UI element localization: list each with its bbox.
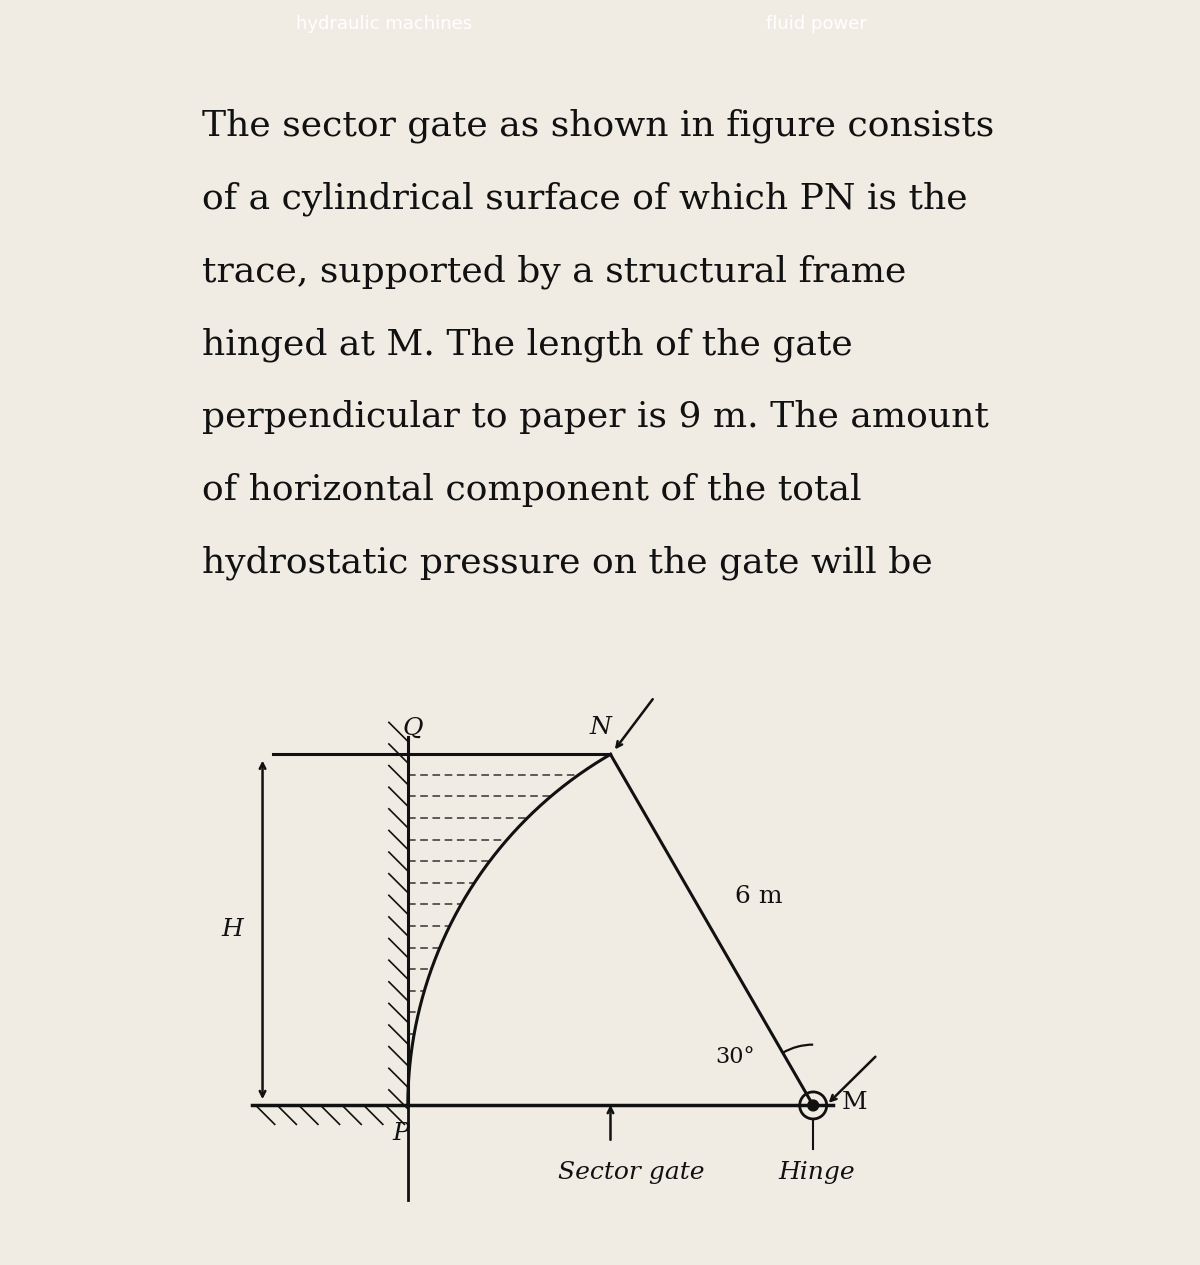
Text: The sector gate as shown in figure consists: The sector gate as shown in figure consi… [202, 109, 994, 143]
Text: P: P [392, 1122, 409, 1145]
Text: hinged at M. The length of the gate: hinged at M. The length of the gate [202, 328, 852, 362]
Text: M: M [841, 1090, 868, 1113]
Text: trace, supported by a structural frame: trace, supported by a structural frame [202, 254, 906, 288]
Text: Sector gate: Sector gate [558, 1161, 704, 1184]
Text: fluid power: fluid power [766, 15, 866, 33]
Text: hydraulic machines: hydraulic machines [296, 15, 472, 33]
Text: Hinge: Hinge [779, 1161, 854, 1184]
Text: of horizontal component of the total: of horizontal component of the total [202, 473, 862, 507]
Text: perpendicular to paper is 9 m. The amount: perpendicular to paper is 9 m. The amoun… [202, 400, 989, 434]
Circle shape [808, 1101, 818, 1111]
Text: Q: Q [403, 717, 424, 740]
Text: hydrostatic pressure on the gate will be: hydrostatic pressure on the gate will be [202, 546, 932, 581]
Text: N: N [589, 716, 611, 739]
Text: 30°: 30° [715, 1046, 755, 1068]
Text: of a cylindrical surface of which PN is the: of a cylindrical surface of which PN is … [202, 182, 967, 216]
Text: H: H [221, 918, 244, 941]
Text: 6 m: 6 m [736, 884, 782, 907]
